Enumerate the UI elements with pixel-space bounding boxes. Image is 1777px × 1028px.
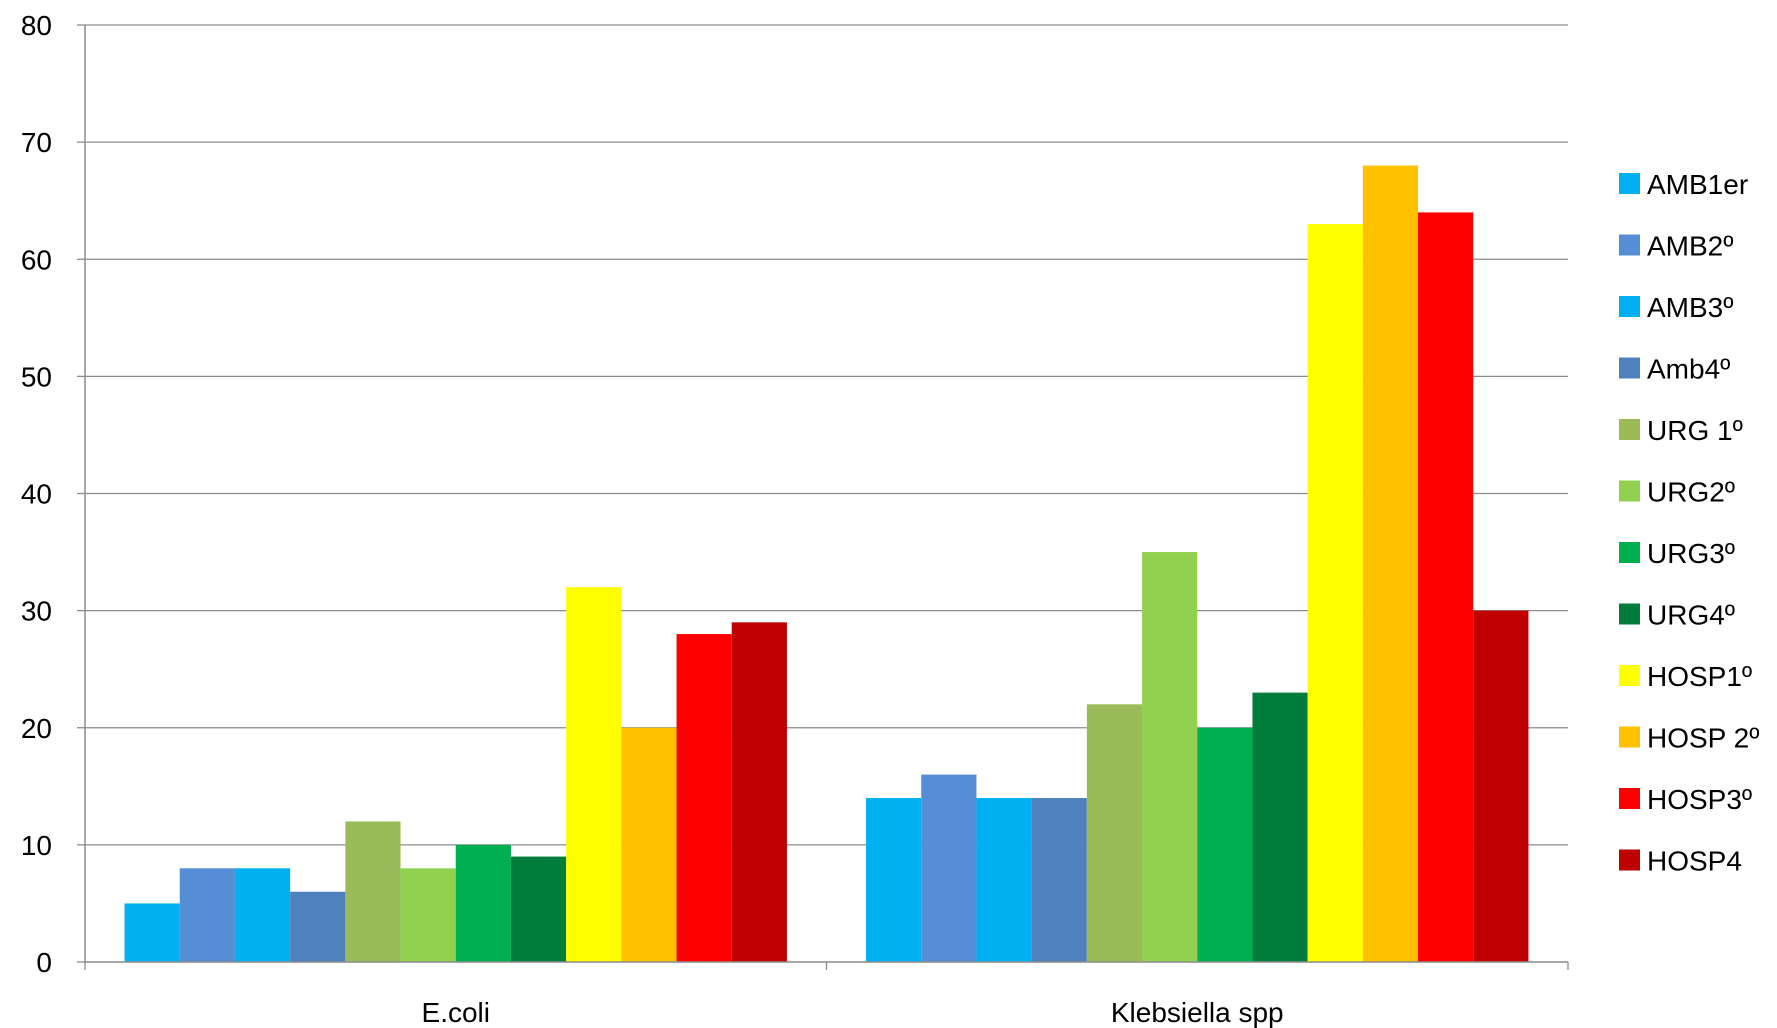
legend-label: URG3º — [1647, 538, 1735, 569]
legend-label: HOSP4 — [1647, 846, 1742, 877]
y-tick-label: 0 — [36, 947, 52, 978]
x-category-labels: E.coli Klebsiella spp — [422, 997, 1284, 1028]
legend-label: URG4º — [1647, 600, 1735, 631]
bar — [234, 868, 291, 962]
bars — [124, 165, 1529, 963]
y-tick-label: 80 — [21, 10, 52, 41]
legend-label: AMB1er — [1647, 169, 1748, 200]
legend-swatch — [1619, 542, 1640, 563]
legend-swatch — [1619, 788, 1640, 809]
y-tick-label: 60 — [21, 244, 52, 275]
bar — [1197, 727, 1253, 962]
bar — [124, 903, 180, 962]
bar — [1362, 165, 1419, 963]
legend: AMB1er AMB2º AMB3º Amb4º URG 1º URG2º URG3º URG… — [1619, 169, 1759, 877]
y-tick-label: 70 — [21, 127, 52, 158]
bar — [1418, 212, 1474, 962]
bar — [976, 798, 1032, 962]
legend-swatch — [1619, 234, 1640, 256]
bar — [921, 774, 977, 962]
y-tick-label: 40 — [21, 479, 52, 510]
bar — [455, 844, 511, 962]
legend-swatch — [1619, 603, 1640, 625]
legend-label: Amb4º — [1647, 354, 1730, 385]
bar — [1473, 610, 1529, 962]
bar — [510, 856, 567, 962]
y-tick-labels: 0 10 20 30 40 50 60 70 80 — [21, 10, 52, 978]
bar — [1142, 552, 1198, 962]
bar — [731, 622, 787, 962]
legend-swatch — [1619, 665, 1640, 686]
x-category-label: E.coli — [422, 997, 490, 1028]
legend-swatch — [1619, 357, 1640, 379]
gridlines — [85, 24, 1568, 846]
legend-swatch — [1619, 480, 1640, 502]
bar — [621, 727, 677, 962]
bar — [179, 868, 235, 962]
legend-label: HOSP3º — [1647, 784, 1752, 815]
legend-label: HOSP1º — [1647, 661, 1752, 692]
y-tick-label: 50 — [21, 361, 52, 392]
y-tick-label: 30 — [21, 596, 52, 627]
legend-swatch — [1619, 296, 1640, 317]
bar — [1031, 798, 1087, 962]
y-tick-label: 10 — [21, 830, 52, 861]
legend-label: AMB2º — [1647, 231, 1733, 262]
bar — [345, 821, 401, 962]
legend-swatch — [1619, 726, 1640, 748]
legend-swatch — [1619, 173, 1640, 194]
legend-label: HOSP 2º — [1647, 723, 1759, 754]
bar — [290, 891, 346, 962]
legend-label: AMB3º — [1647, 292, 1733, 323]
bar — [1086, 704, 1143, 962]
legend-swatch — [1619, 419, 1640, 440]
bar — [866, 798, 922, 962]
bar — [1252, 692, 1308, 962]
legend-swatch — [1619, 849, 1640, 871]
y-tick-label: 20 — [21, 713, 52, 744]
bar — [566, 587, 622, 962]
bar — [1307, 224, 1363, 963]
legend-label: URG 1º — [1647, 415, 1743, 446]
legend-label: URG2º — [1647, 477, 1735, 508]
axes — [77, 24, 1569, 970]
bar — [400, 868, 456, 962]
x-category-label: Klebsiella spp — [1111, 997, 1284, 1028]
bar — [676, 634, 732, 962]
